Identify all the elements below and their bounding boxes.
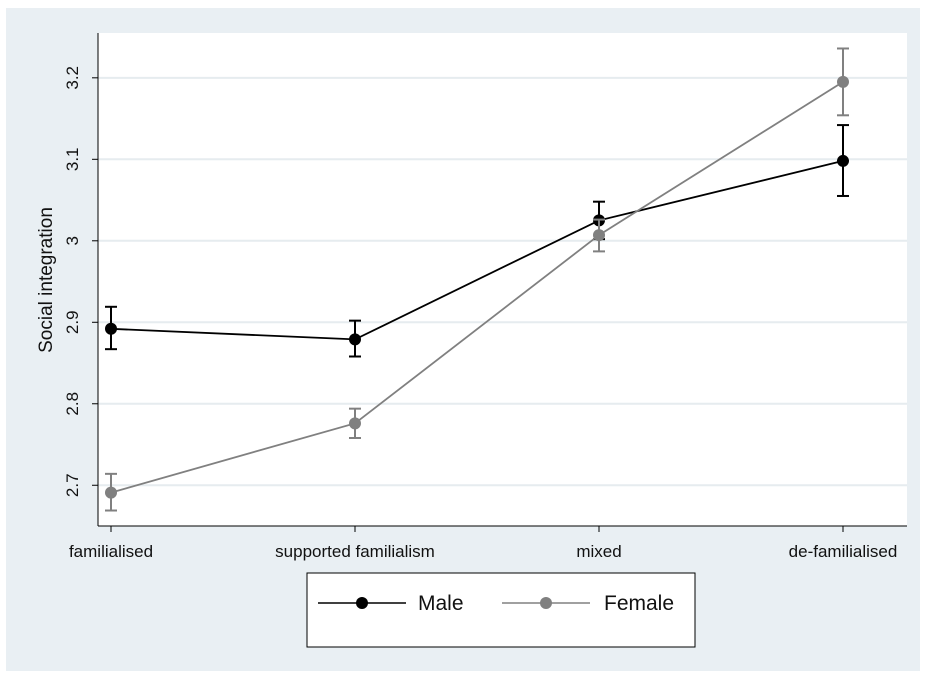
y-tick-label: 2.8 bbox=[63, 392, 82, 416]
legend-box bbox=[306, 572, 696, 648]
axes bbox=[97, 33, 907, 527]
series-line bbox=[110, 81, 844, 494]
legend: Male Female bbox=[306, 572, 696, 648]
data-point bbox=[593, 229, 605, 242]
data-point bbox=[349, 333, 361, 346]
legend-male-label: Male bbox=[418, 592, 464, 615]
data-point bbox=[349, 417, 361, 430]
x-tick-label: mixed bbox=[576, 542, 621, 561]
legend-female-label: Female bbox=[604, 592, 674, 615]
y-tick-label: 3.2 bbox=[63, 66, 82, 90]
series-layer bbox=[105, 47, 849, 512]
y-tick-label: 3.1 bbox=[63, 147, 82, 171]
y-tick-label: 3 bbox=[63, 236, 82, 245]
data-point bbox=[105, 322, 117, 335]
plot-area bbox=[98, 33, 907, 526]
gridlines bbox=[98, 76, 907, 487]
y-ticks: 2.7 2.8 2.9 3 3.1 3.2 bbox=[63, 66, 98, 497]
x-tick-label: familialised bbox=[69, 542, 153, 561]
series-line bbox=[110, 160, 844, 341]
data-point bbox=[105, 486, 117, 499]
x-tick-label: de-familialised bbox=[789, 542, 898, 561]
data-point bbox=[837, 154, 849, 167]
y-axis-title: Social integration bbox=[36, 207, 57, 353]
y-tick-label: 2.7 bbox=[63, 473, 82, 497]
x-ticks: familialised supported familialism mixed de… bbox=[69, 526, 897, 561]
x-tick-label: supported familialism bbox=[275, 542, 435, 561]
data-point bbox=[837, 75, 849, 88]
series-male bbox=[105, 124, 849, 358]
series-female bbox=[105, 47, 849, 512]
y-tick-label: 2.9 bbox=[63, 310, 82, 334]
legend-female-marker bbox=[540, 597, 552, 609]
legend-male-marker bbox=[356, 597, 368, 609]
